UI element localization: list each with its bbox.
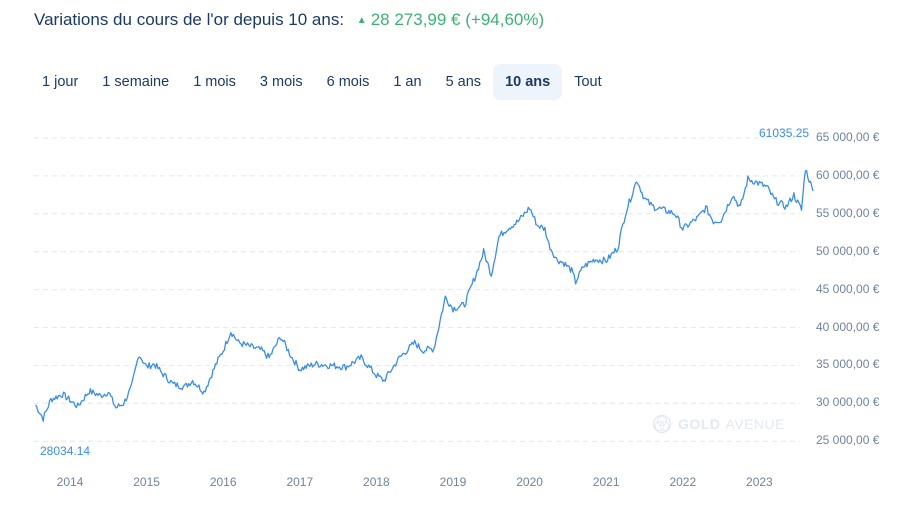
tab-tout[interactable]: Tout <box>574 74 602 90</box>
tab-10-ans[interactable]: 10 ans <box>493 64 563 100</box>
x-tick-label: 2014 <box>56 475 84 489</box>
tab-3-mois[interactable]: 3 mois <box>259 74 303 90</box>
tab-1-an[interactable]: 1 an <box>393 74 422 90</box>
y-tick-label: 25 000,00 € <box>816 433 880 448</box>
period-tabs: 1 jour 1 semaine 1 mois 3 mois 6 mois 1 … <box>30 64 614 100</box>
tab-1-jour[interactable]: 1 jour <box>42 74 79 90</box>
max-value-label: 61035.25 <box>759 126 810 140</box>
y-tick-label: 45 000,00 € <box>816 281 880 296</box>
price-change-value: 28 273,99 € (+94,60%) <box>370 10 545 29</box>
up-triangle-icon: ▲ <box>356 15 367 26</box>
tab-5-ans[interactable]: 5 ans <box>445 74 482 90</box>
x-tick-label: 2020 <box>516 475 543 489</box>
x-tick-label: 2019 <box>439 475 467 489</box>
chart-header: Variations du cours de l'or depuis 10 an… <box>34 10 544 30</box>
tab-1-mois[interactable]: 1 mois <box>193 74 236 90</box>
min-value-label: 28034.14 <box>40 444 91 458</box>
y-tick-label: 55 000,00 € <box>816 205 880 220</box>
chart-title: Variations du cours de l'or depuis 10 an… <box>34 10 345 29</box>
price-line <box>34 169 814 422</box>
x-tick-label: 2018 <box>363 475 390 489</box>
x-tick-label: 2021 <box>592 475 620 489</box>
y-tick-label: 30 000,00 € <box>816 395 880 410</box>
y-tick-label: 60 000,00 € <box>816 167 880 182</box>
x-tick-label: 2015 <box>133 475 160 489</box>
x-tick-label: 2023 <box>746 475 773 489</box>
gold-avenue-logo-icon <box>652 414 672 434</box>
x-tick-label: 2022 <box>669 475 697 489</box>
gold-avenue-watermark: GOLD AVENUE <box>652 414 785 434</box>
tab-1-semaine[interactable]: 1 semaine <box>102 74 170 90</box>
watermark-light-text: AVENUE <box>725 416 785 432</box>
price-change: ▲ 28 273,99 € (+94,60%) <box>357 10 544 29</box>
y-tick-label: 50 000,00 € <box>816 243 880 258</box>
y-tick-label: 65 000,00 € <box>816 130 880 144</box>
tab-6-mois[interactable]: 6 mois <box>326 74 370 90</box>
grid-lines <box>34 137 800 442</box>
y-tick-label: 40 000,00 € <box>816 319 880 334</box>
y-tick-label: 35 000,00 € <box>816 357 880 372</box>
watermark-bold-text: GOLD <box>678 416 721 432</box>
x-tick-label: 2016 <box>209 475 237 489</box>
x-tick-label: 2017 <box>286 475 314 489</box>
